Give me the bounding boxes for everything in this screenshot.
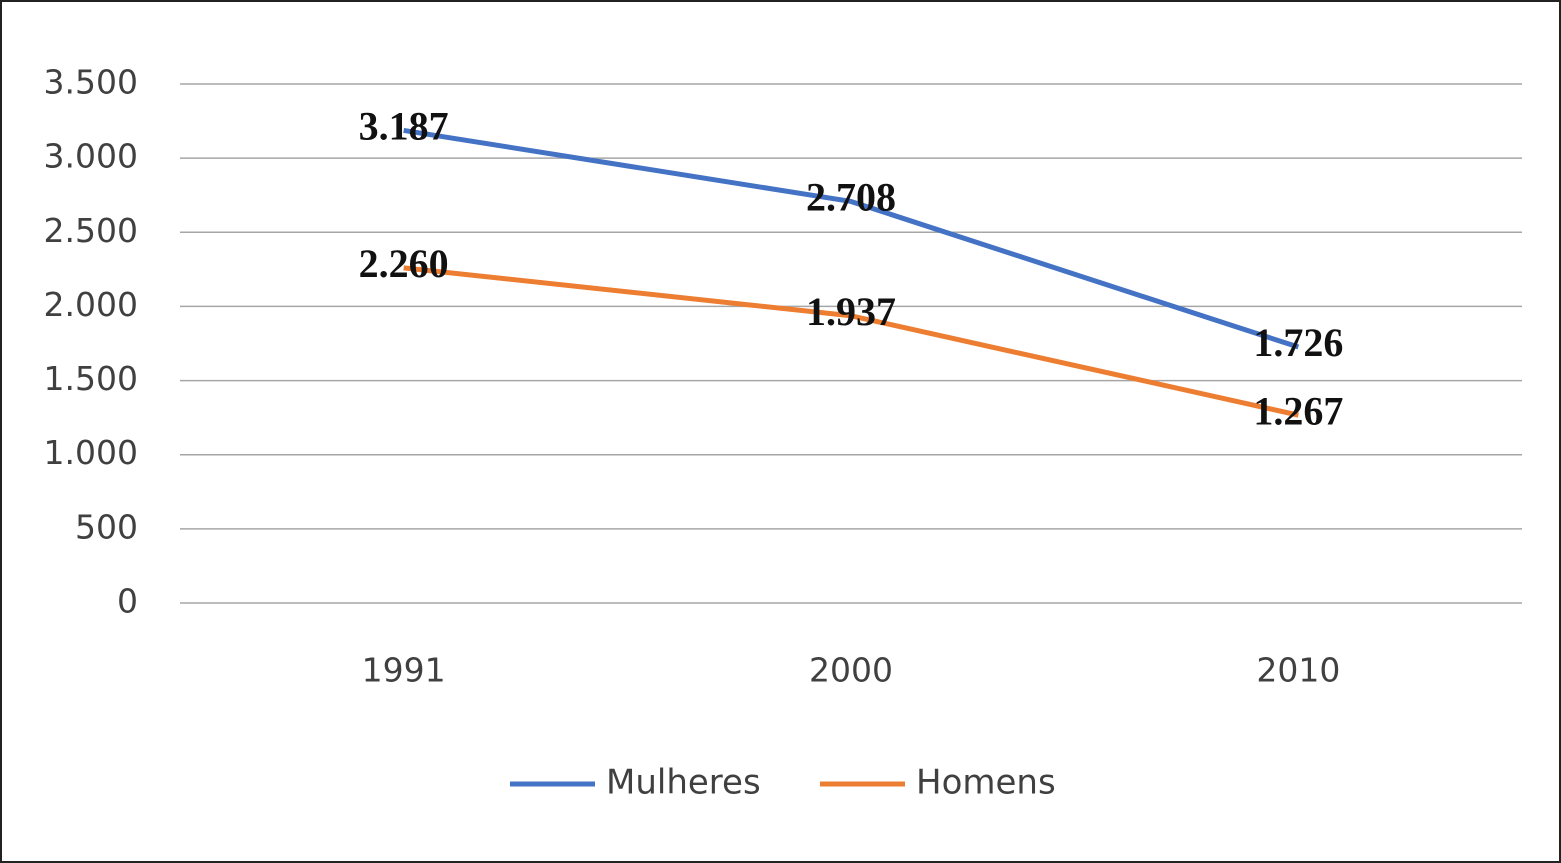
y-tick-label: 1.000 xyxy=(44,433,138,472)
x-tick-label: 2000 xyxy=(809,651,893,690)
data-label: 1.267 xyxy=(1253,388,1343,433)
legend-label: Mulheres xyxy=(606,763,761,803)
y-tick-label: 3.000 xyxy=(44,137,138,176)
data-label: 2.708 xyxy=(806,175,896,220)
y-tick-label: 2.000 xyxy=(44,285,138,324)
data-label: 1.937 xyxy=(806,289,896,334)
y-tick-label: 2.500 xyxy=(44,211,138,250)
x-tick-label: 2010 xyxy=(1256,651,1340,690)
series-line xyxy=(403,265,1299,418)
y-tick-label: 500 xyxy=(75,507,138,546)
data-label: 1.726 xyxy=(1253,320,1343,365)
legend-label: Homens xyxy=(916,763,1056,803)
y-tick-label: 1.500 xyxy=(44,359,138,398)
x-tick-label: 1991 xyxy=(362,651,446,690)
data-label: 3.187 xyxy=(359,104,449,149)
y-tick-label: 3.500 xyxy=(44,63,138,102)
data-label: 2.260 xyxy=(359,241,449,286)
series-line xyxy=(403,127,1300,350)
y-tick-label: 0 xyxy=(117,582,138,621)
